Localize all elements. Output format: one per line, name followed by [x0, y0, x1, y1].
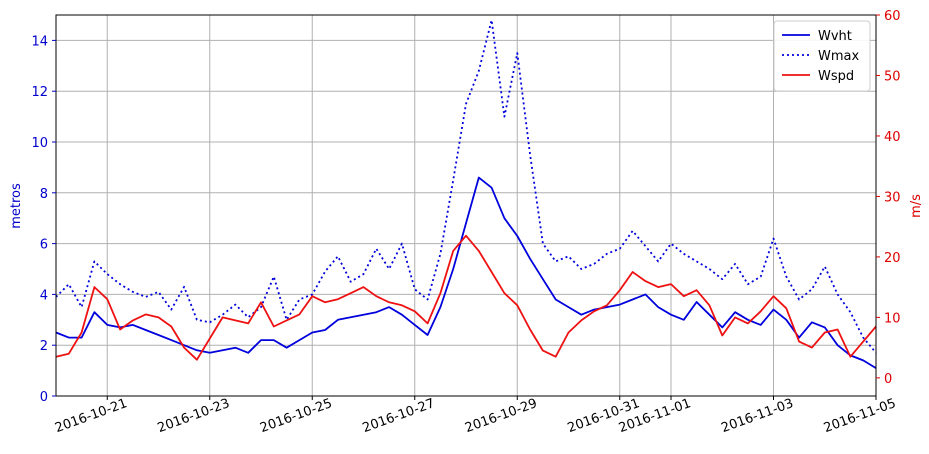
- y-left-tick-label: 12: [31, 85, 48, 100]
- x-tick-label: 2016-10-25: [258, 396, 334, 436]
- y-axis-right-label: m/s: [909, 194, 924, 218]
- y-right-tick-label: 10: [884, 311, 901, 326]
- y-axis-left: 0 2 4 6 8 10 12 14: [31, 34, 56, 405]
- y-left-tick-label: 10: [31, 136, 48, 151]
- y-right-tick-label: 20: [884, 251, 901, 266]
- x-tick-label: 2016-11-05: [822, 396, 898, 436]
- y-left-tick-label: 14: [31, 34, 48, 49]
- x-axis: 2016-10-21 2016-10-23 2016-10-25 2016-10-27…: [53, 396, 898, 436]
- y-right-tick-label: 0: [884, 372, 892, 387]
- series-line-wmax: [55, 19, 877, 354]
- y-left-tick-label: 2: [40, 339, 48, 354]
- x-tick-label: 2016-10-29: [463, 396, 539, 436]
- y-right-tick-label: 30: [884, 190, 901, 205]
- series-line-wvht: [55, 176, 877, 369]
- series-layer: [55, 19, 877, 369]
- y-left-tick-label: 0: [40, 390, 48, 405]
- y-axis-right: 0 10 20 30 40 50 60: [876, 9, 901, 387]
- legend-label-wmax: Wmax: [818, 49, 859, 64]
- legend-label-wspd: Wspd: [818, 69, 854, 84]
- y-right-tick-label: 50: [884, 69, 901, 84]
- x-tick-label: 2016-10-23: [156, 396, 232, 436]
- y-right-tick-label: 60: [884, 9, 901, 24]
- x-tick-label: 2016-10-27: [361, 396, 437, 436]
- legend-label-wvht: Wvht: [818, 29, 852, 44]
- y-left-tick-label: 8: [40, 187, 48, 202]
- legend: Wvht Wmax Wspd: [773, 20, 871, 92]
- x-tick-label: 2016-10-21: [53, 396, 129, 436]
- y-axis-left-label: metros: [9, 183, 24, 229]
- legend-box: [773, 20, 871, 92]
- series-line-wspd: [55, 234, 877, 361]
- y-left-tick-label: 4: [40, 288, 48, 303]
- plot-frame: [55, 14, 877, 397]
- y-right-tick-label: 40: [884, 130, 901, 145]
- x-tick-label: 2016-11-03: [719, 396, 795, 436]
- y-left-tick-label: 6: [40, 238, 48, 253]
